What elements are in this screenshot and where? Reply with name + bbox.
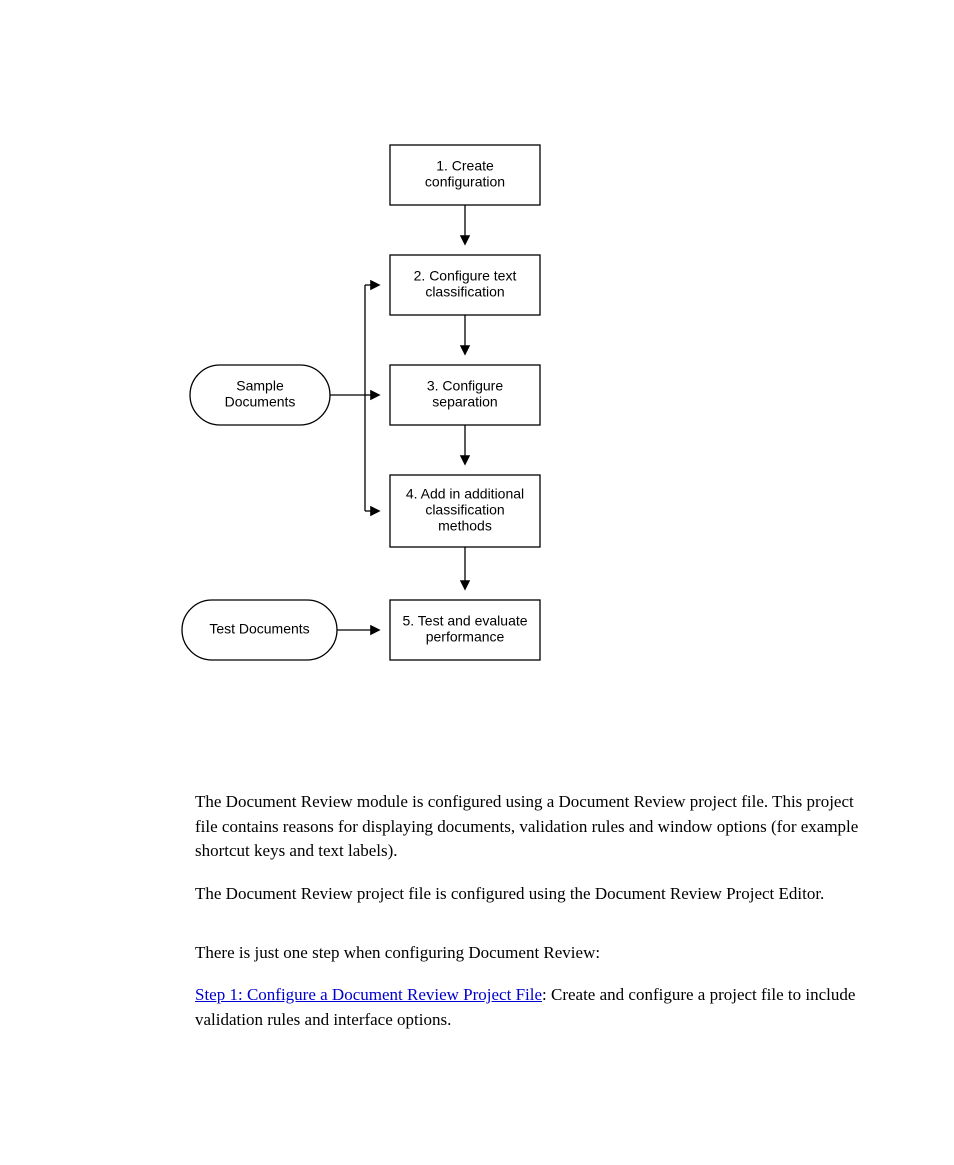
svg-text:4. Add in additional: 4. Add in additional — [406, 486, 524, 502]
paragraph-3: There is just one step when configuring … — [195, 941, 874, 966]
flowchart-diagram: 1. Createconfiguration2. Configure textc… — [170, 100, 600, 730]
step1-link[interactable]: Step 1: Configure a Document Review Proj… — [195, 985, 542, 1004]
svg-text:classification: classification — [425, 284, 504, 300]
svg-text:separation: separation — [432, 394, 497, 410]
svg-text:1. Create: 1. Create — [436, 158, 494, 174]
flowchart-svg: 1. Createconfiguration2. Configure textc… — [170, 100, 600, 730]
svg-text:2. Configure text: 2. Configure text — [414, 268, 517, 284]
paragraph-4: Step 1: Configure a Document Review Proj… — [195, 983, 874, 1032]
svg-text:configuration: configuration — [425, 174, 505, 190]
svg-text:5. Test and evaluate: 5. Test and evaluate — [402, 613, 527, 629]
svg-text:classification: classification — [425, 502, 504, 518]
svg-text:performance: performance — [426, 629, 505, 645]
paragraph-1: The Document Review module is configured… — [195, 790, 874, 864]
svg-text:3. Configure: 3. Configure — [427, 378, 503, 394]
svg-text:methods: methods — [438, 518, 492, 534]
document-page: 1. Createconfiguration2. Configure textc… — [0, 0, 954, 1165]
svg-text:Test Documents: Test Documents — [209, 621, 309, 637]
paragraph-2: The Document Review project file is conf… — [195, 882, 874, 907]
svg-text:Documents: Documents — [225, 394, 296, 410]
svg-text:Sample: Sample — [236, 378, 284, 394]
body-text: The Document Review module is configured… — [195, 790, 874, 1032]
